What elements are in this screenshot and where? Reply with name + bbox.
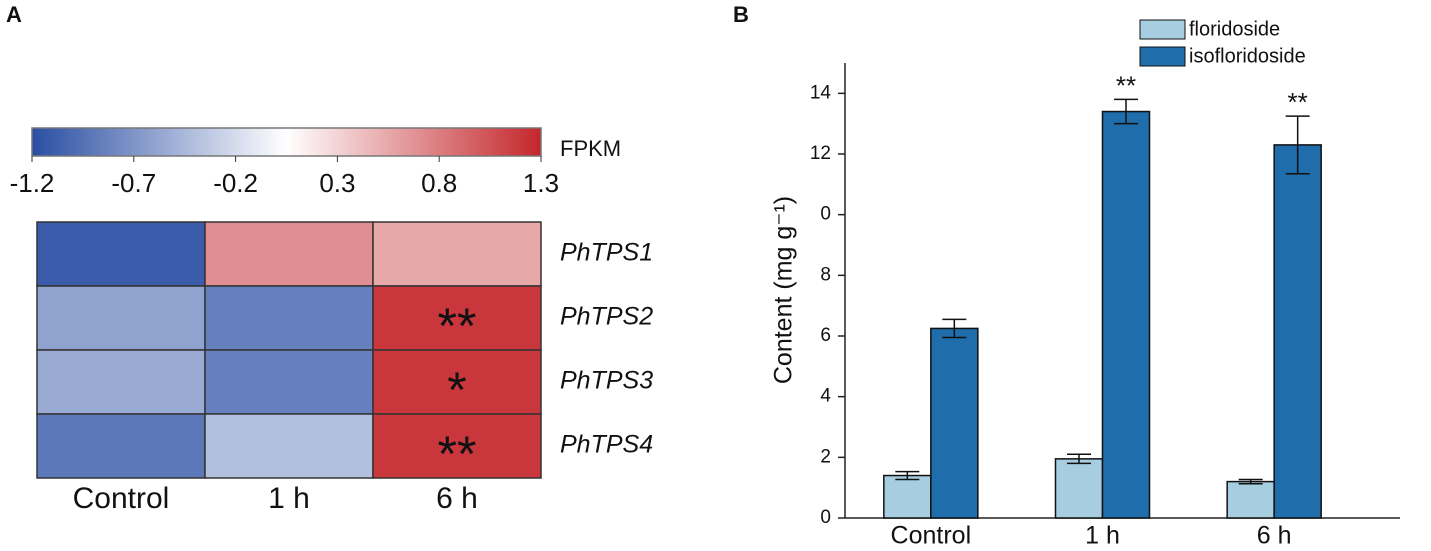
panel-label: B (733, 2, 749, 27)
error-bar (1285, 115, 1310, 175)
colorbar-tick-label: -0.7 (111, 168, 156, 198)
cell-annotation: ** (438, 298, 477, 354)
row-label: PhTPS1 (560, 239, 653, 267)
legend-label: isofloridoside (1189, 45, 1306, 67)
heatmap-cell (204, 349, 374, 415)
bar (930, 327, 979, 519)
y-tick-label: 12 (810, 143, 831, 164)
bar (1101, 110, 1151, 519)
error-bar (895, 470, 920, 481)
colorbar-tick-label: -0.2 (213, 168, 258, 198)
bar (1054, 458, 1104, 519)
heatmap-cell (36, 413, 206, 479)
x-tick-label: 6 h (436, 482, 478, 515)
heatmap-cell (372, 413, 542, 479)
y-tick-label: 6 (820, 325, 831, 346)
legend-label: floridoside (1189, 18, 1280, 40)
x-tick-label: 6 h (1257, 522, 1292, 550)
heatmap-cell (372, 221, 542, 287)
x-tick-label: Control (891, 522, 972, 550)
cell-annotation: * (447, 362, 466, 418)
y-tick-label: 0 (820, 204, 831, 225)
significance-label: ** (1116, 70, 1136, 100)
colorbar-tick-label: 1.3 (523, 168, 559, 198)
x-tick-label: 1 h (268, 482, 310, 515)
bar (1226, 480, 1275, 519)
row-label: PhTPS2 (560, 303, 653, 331)
colorbar (31, 127, 542, 157)
colorbar-tick-label: 0.8 (421, 168, 457, 198)
colorbar-label: FPKM (560, 136, 621, 161)
error-bar (1067, 453, 1091, 465)
heatmap-cell (204, 221, 374, 287)
bar (883, 474, 932, 519)
heatmap-cell (204, 285, 374, 351)
y-tick-label: 0 (820, 507, 831, 528)
row-label: PhTPS4 (560, 431, 653, 459)
heatmap-cell (36, 285, 206, 351)
heatmap-cell (36, 221, 206, 287)
error-bar (1238, 478, 1263, 485)
y-axis-label: Content (mg g⁻¹) (770, 196, 798, 384)
error-bar (942, 318, 967, 339)
cell-annotation: ** (438, 426, 477, 482)
bar (1273, 144, 1322, 519)
error-bar (1114, 98, 1138, 125)
y-tick-label: 4 (820, 386, 831, 407)
x-tick-label: 1 h (1085, 522, 1120, 550)
heatmap-cell (36, 349, 206, 415)
x-tick-label: Control (73, 482, 170, 515)
panel-label: A (6, 2, 22, 27)
heatmap-cell (204, 413, 374, 479)
colorbar-tick-label: -1.2 (10, 168, 55, 198)
y-tick-label: 14 (810, 82, 832, 103)
y-tick-label: 2 (820, 446, 831, 467)
heatmap-cell (372, 349, 542, 415)
y-tick-label: 8 (820, 264, 831, 285)
row-label: PhTPS3 (560, 367, 653, 395)
significance-label: ** (1288, 87, 1308, 117)
legend-swatch (1139, 46, 1186, 67)
legend-swatch (1139, 19, 1186, 40)
colorbar-tick-label: 0.3 (319, 168, 355, 198)
